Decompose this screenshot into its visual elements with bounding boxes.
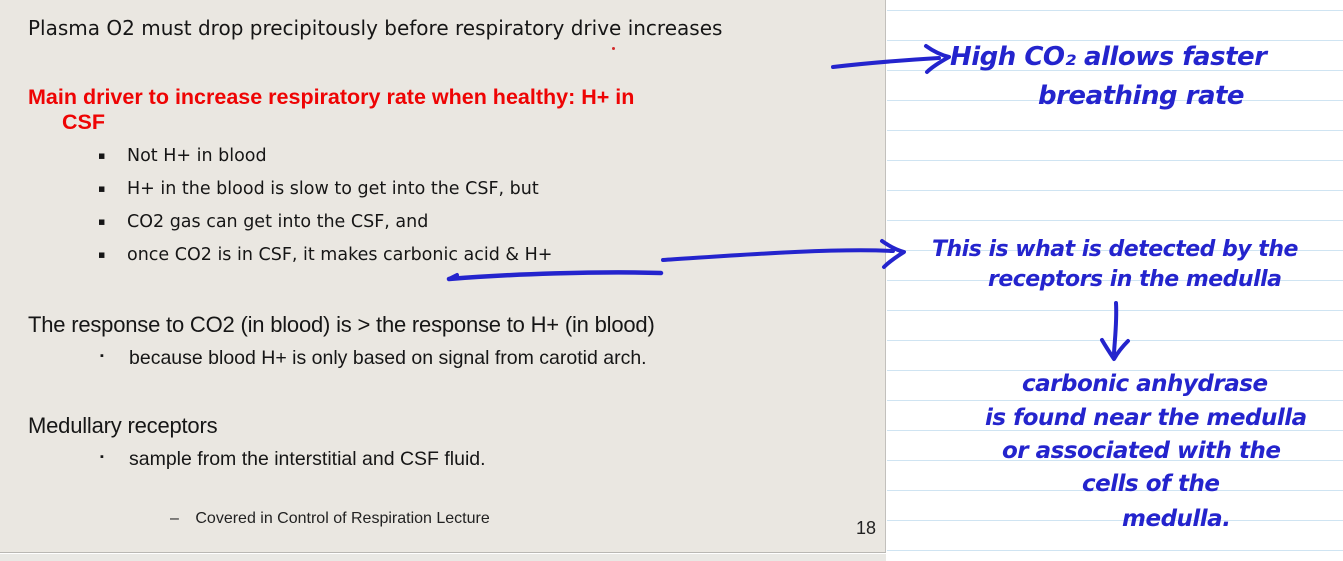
footer-dash: – <box>170 510 179 527</box>
footer-text: Covered in Control of Respiration Lectur… <box>195 510 490 527</box>
bullet-square-icon: ▪ <box>98 248 106 261</box>
slide-heading-line2: CSF <box>62 110 105 134</box>
app-background-strip <box>0 554 886 561</box>
statement-medullary: Medullary receptors <box>28 413 218 438</box>
bullet-item: ▪ sample from the interstitial and CSF f… <box>100 448 486 470</box>
notebook-paper[interactable] <box>887 0 1343 561</box>
ink-text-line: is found near the medulla <box>985 405 1307 431</box>
red-dot-mark <box>612 47 615 50</box>
slide-title: Plasma O2 must drop precipitously before… <box>28 16 723 40</box>
ink-text-line: High CO₂ allows faster <box>950 42 1267 72</box>
ink-text-line: This is what is detected by the <box>932 237 1298 262</box>
ink-text-line: breathing rate <box>1038 81 1245 111</box>
slide-page-number: 18 <box>856 518 877 538</box>
bullet-square-icon: ▪ <box>100 451 104 463</box>
lecture-slide-image[interactable]: Plasma O2 must drop precipitously before… <box>0 0 886 553</box>
ink-text-line: receptors in the medulla <box>988 267 1282 292</box>
bullet-item: ▪ CO2 gas can get into the CSF, and <box>98 212 429 232</box>
bullet-square-icon: ▪ <box>98 182 106 195</box>
ink-text-line: or associated with the <box>1002 438 1281 464</box>
bullet-item: ▪ once CO2 is in CSF, it makes carbonic … <box>98 245 553 265</box>
statement-response: The response to CO2 (in blood) is > the … <box>28 312 655 337</box>
slide-heading-line1: Main driver to increase respiratory rate… <box>28 85 635 109</box>
slide-footer: – Covered in Control of Respiration Lect… <box>170 510 490 528</box>
ink-text-line: carbonic anhydrase <box>1022 371 1268 397</box>
bullet-square-icon: ▪ <box>98 149 106 162</box>
bullet-square-icon: ▪ <box>98 215 106 228</box>
ink-text-line: medulla. <box>1122 506 1231 532</box>
bullet-item: ▪ H+ in the blood is slow to get into th… <box>98 179 539 199</box>
bullet-square-icon: ▪ <box>100 350 104 362</box>
ink-text-line: cells of the <box>1082 471 1220 497</box>
bullet-item: ▪ Not H+ in blood <box>98 146 267 166</box>
bullet-item: ▪ because blood H+ is only based on sign… <box>100 347 647 369</box>
